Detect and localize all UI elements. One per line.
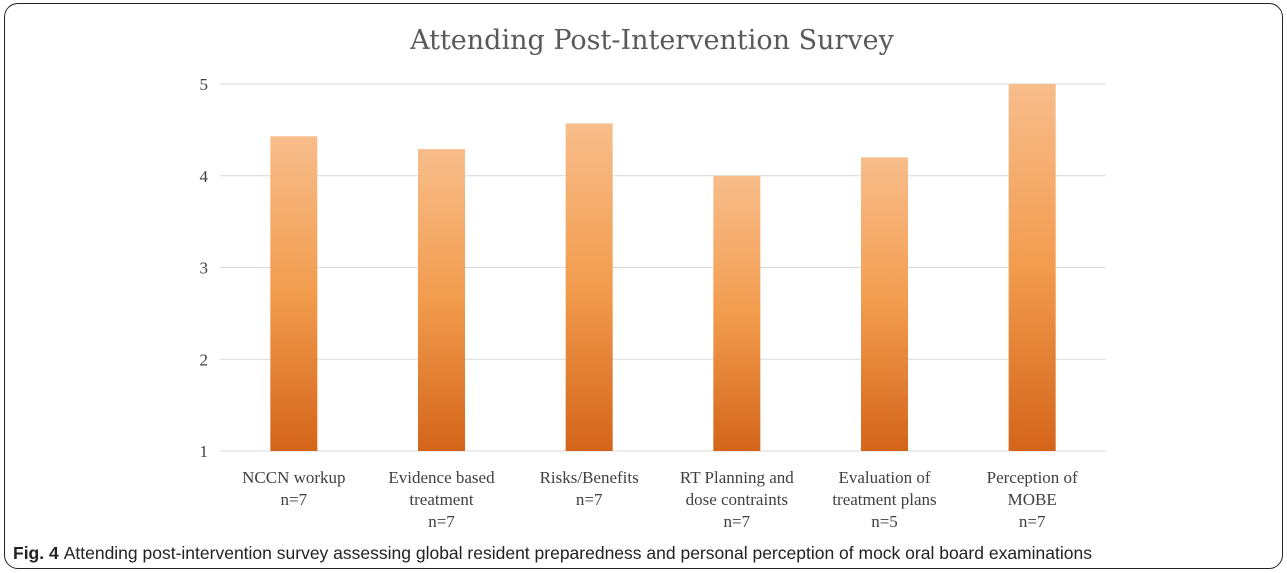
bar (270, 136, 318, 452)
bar (1008, 84, 1056, 451)
bar (418, 149, 465, 451)
x-category-label: Perception of MOBE n=7 (987, 468, 1078, 531)
bar (861, 157, 908, 451)
x-category-label: Evidence based treatment n=7 (388, 468, 495, 531)
figure-frame (4, 3, 1283, 569)
x-category-label: Evaluation of treatment plans n=5 (832, 468, 936, 531)
bar (713, 175, 761, 451)
x-category-label: Risks/Benefits n=7 (540, 468, 639, 509)
caption-text: Attending post-intervention survey asses… (63, 543, 1092, 563)
y-tick-label: 5 (200, 75, 209, 94)
x-category-label: NCCN workup n=7 (242, 468, 345, 509)
y-tick-label: 1 (200, 442, 209, 461)
bar (565, 123, 613, 451)
x-category-label: RT Planning and dose contraints n=7 (680, 468, 794, 531)
y-tick-label: 4 (200, 167, 209, 186)
chart-title: Attending Post-Intervention Survey (409, 25, 895, 56)
y-tick-label: 2 (200, 350, 209, 369)
figure-caption: Fig. 4 Attending post-intervention survey… (13, 543, 1092, 564)
y-tick-label: 3 (200, 259, 209, 278)
caption-label: Fig. 4 (13, 543, 59, 563)
